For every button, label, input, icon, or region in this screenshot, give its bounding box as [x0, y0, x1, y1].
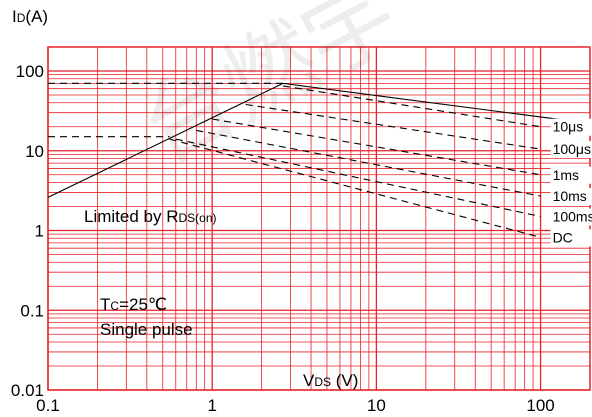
x-tick-label: 100 — [526, 396, 554, 415]
chart-curves — [47, 82, 591, 238]
series-label: 10μs — [553, 119, 584, 135]
series-line — [175, 138, 541, 217]
rds-limit-line — [47, 82, 284, 198]
series-label: 100ms — [553, 208, 592, 224]
y-tick-label: 10 — [25, 142, 44, 161]
tc-annotation: TC=25℃ — [100, 295, 167, 314]
series-label-bg — [550, 141, 592, 159]
series-line — [196, 129, 541, 197]
y-tick-label: 100 — [16, 62, 44, 81]
series-label: 100μs — [553, 141, 591, 157]
series-label: DC — [553, 229, 573, 245]
x-tick-label: 1 — [207, 396, 216, 415]
series-line — [282, 85, 541, 128]
y-axis-title: ID(A) — [12, 7, 48, 26]
pulse-annotation: Single pulse — [100, 320, 193, 339]
chart-grid — [47, 46, 591, 391]
y-tick-label: 0.1 — [20, 301, 44, 320]
series-label-bg — [550, 208, 592, 226]
y-tick-label: 1 — [35, 222, 44, 241]
watermark: 台燃宇 — [123, 0, 417, 184]
y-tick-label: 0.01 — [11, 381, 44, 400]
series-label-bg — [550, 118, 592, 136]
x-tick-label: 10 — [367, 396, 386, 415]
chart-labels: 0.1 1 10 1001001010.10.0110μs100μs1ms10ms10… — [11, 62, 592, 415]
x-tick-label: 0.1 — [36, 396, 60, 415]
series-line — [169, 138, 541, 238]
series-label-bg — [550, 229, 592, 247]
power-limit-line — [282, 82, 591, 124]
series-line — [212, 118, 541, 176]
series-label: 10ms — [553, 188, 587, 204]
series-label-bg — [550, 166, 592, 184]
rds-annotation: Limited by RDS(on) — [84, 207, 217, 226]
series-label: 1ms — [553, 167, 579, 183]
x-axis-title: VDS (V) — [303, 371, 358, 390]
series-label-bg — [550, 188, 592, 206]
series-line — [245, 103, 541, 150]
